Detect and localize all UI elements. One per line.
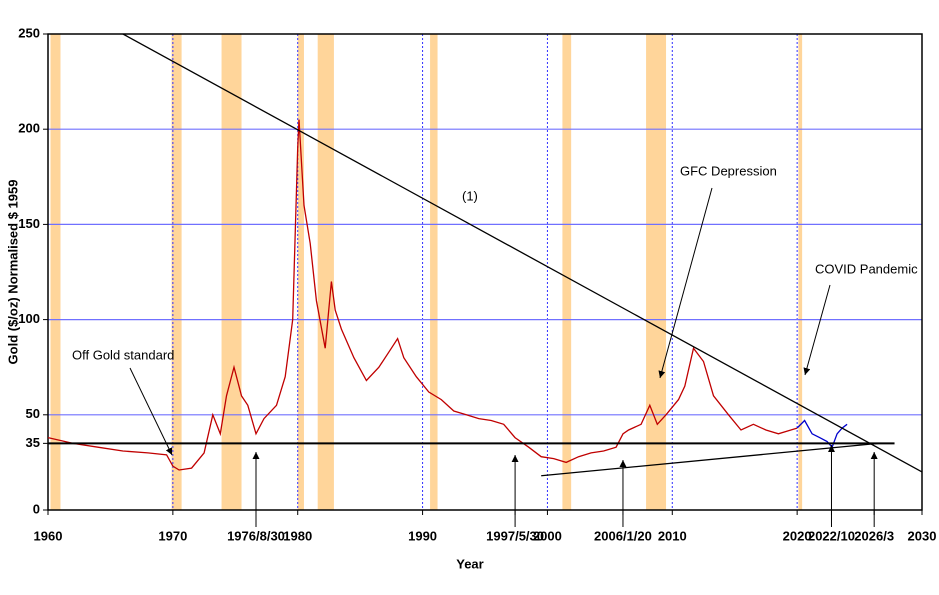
annotation: GFC Depression: [680, 163, 777, 178]
x-tick-label: 1970: [158, 528, 187, 543]
trend-line: [541, 442, 879, 477]
y-axis-label: Gold ($/oz) Normalised $ 1959: [5, 180, 20, 365]
x-tick-label: 2020: [783, 528, 812, 543]
shaded-region: [317, 34, 334, 510]
x-tick-label: 2026/3: [854, 528, 894, 543]
x-tick-label: 1990: [408, 528, 437, 543]
x-tick-label: 1980: [283, 528, 312, 543]
y-tick-label: 250: [18, 25, 40, 40]
x-tick-label: 2006/1/20: [594, 528, 652, 543]
shaded-region: [297, 34, 304, 510]
arrow: [658, 187, 713, 379]
shaded-region: [221, 34, 242, 510]
y-tick-label: 150: [18, 216, 40, 231]
trend-line: [122, 33, 923, 473]
plot-frame: [47, 33, 923, 511]
x-tick-label: 1997/5/30: [486, 528, 544, 543]
x-tick-label: 2010: [658, 528, 687, 543]
x-tick-label: 2022/10: [808, 528, 855, 543]
x-tick-label: 1976/8/30: [227, 528, 285, 543]
shaded-region: [50, 34, 61, 510]
price-line: [796, 419, 848, 449]
x-tick-label: 2030: [908, 528, 937, 543]
y-tick-label: 200: [18, 121, 40, 136]
annotation: Off Gold standard: [72, 347, 174, 362]
price-line: [47, 119, 798, 471]
shaded-region: [798, 34, 803, 510]
shaded-region: [430, 34, 438, 510]
y-tick-label: 50: [26, 406, 40, 421]
arrow: [803, 284, 831, 376]
arrow: [129, 367, 173, 456]
annotation: COVID Pandemic: [815, 261, 918, 276]
annotation: (1): [462, 188, 478, 203]
shaded-region: [646, 34, 667, 510]
shaded-region: [171, 34, 182, 510]
x-tick-label: 2000: [533, 528, 562, 543]
x-tick-label: 1960: [34, 528, 63, 543]
x-axis-label: Year: [456, 556, 483, 571]
shaded-region: [562, 34, 572, 510]
y-tick-label: 100: [18, 311, 40, 326]
y-tick-label: 0: [33, 501, 40, 516]
y-tick-label: 35: [26, 435, 40, 450]
